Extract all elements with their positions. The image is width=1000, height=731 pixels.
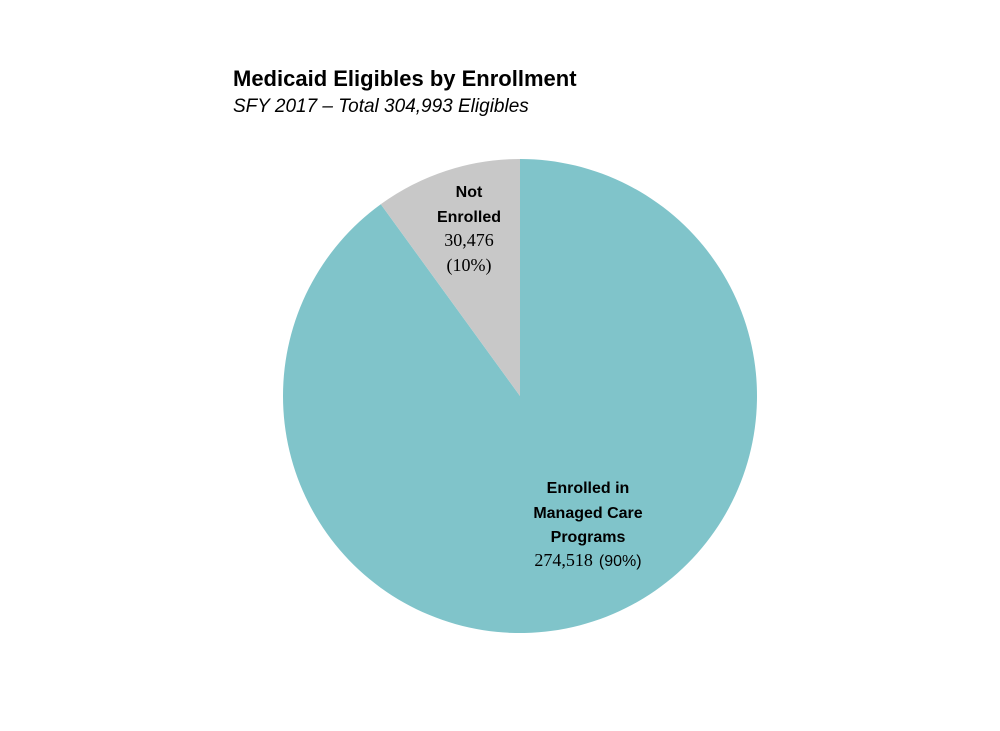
slice-count-not-enrolled: 30,476 [444, 230, 494, 250]
slice-label-not-enrolled-line-2: Enrolled [437, 209, 501, 226]
slice-label-managed-care-line-2: Managed Care [533, 505, 642, 522]
slice-count-managed-care: 274,518 [534, 550, 593, 570]
slice-percent-managed-care: (90%) [599, 553, 642, 570]
chart-subtitle: SFY 2017 – Total 304,993 Eligibles [233, 96, 529, 117]
slice-label-managed-care-line-1: Enrolled in [547, 480, 630, 497]
slice-label-not-enrolled-line-1: Not [456, 184, 483, 201]
chart-header: Medicaid Eligibles by Enrollment SFY 201… [233, 64, 577, 120]
pie-slices [282, 159, 757, 633]
pie-slice-not-enrolled [380, 159, 520, 396]
slice-label-managed-care-line-3: Programs [551, 529, 626, 546]
slice-value-managed-care: 274,518 (90%) [534, 550, 641, 570]
chart-title: Medicaid Eligibles by Enrollment [233, 66, 577, 91]
slice-percent-not-enrolled: (10%) [447, 255, 492, 276]
